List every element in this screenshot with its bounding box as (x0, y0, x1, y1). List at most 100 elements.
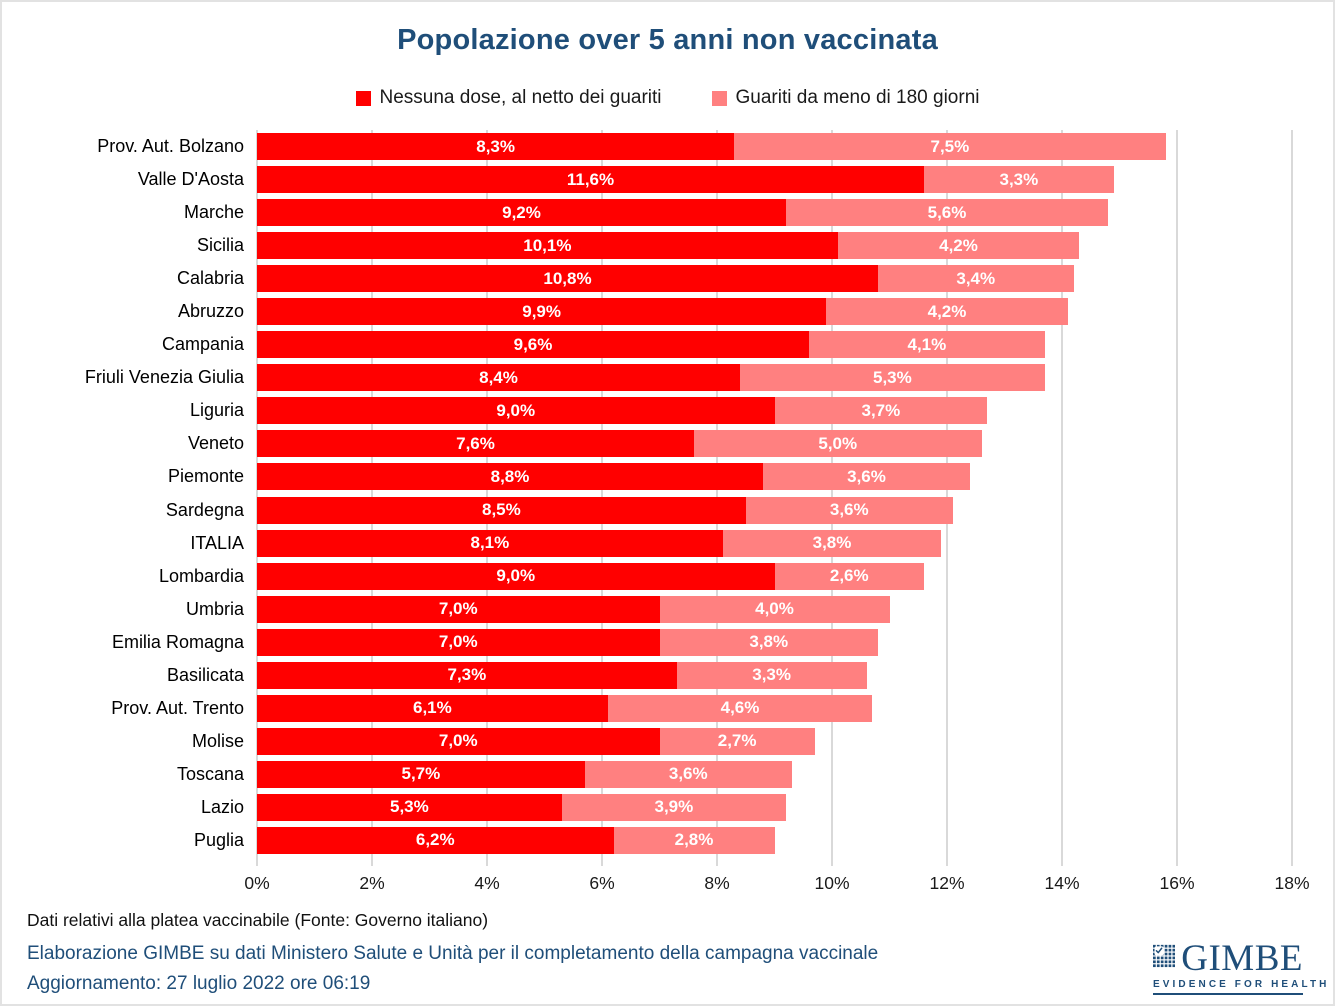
bar-row: Puglia 6,2% 2,8% (194, 826, 1292, 854)
bar-value-label: 3,6% (847, 466, 886, 486)
category-label: Basilicata (166, 664, 244, 685)
bar-segment-no-dose: 8,3% (257, 133, 735, 161)
gimbe-logo-tagline: EVIDENCE FOR HEALTH (1153, 979, 1326, 995)
bar-value-label: 3,9% (654, 797, 694, 817)
bar-row: Veneto 7,6% 5,0% (188, 430, 1292, 458)
category-label: Lazio (200, 796, 244, 817)
bar-row: Emilia Romagna 7,0% 3,8% (112, 628, 1292, 656)
legend-swatch-pink-icon (711, 90, 727, 106)
bar-value-label: 3,3% (999, 169, 1039, 189)
category-label: Puglia (193, 829, 244, 850)
bar-row: ITALIA 8,1% 3,8% (190, 529, 1292, 557)
bar-segment-recovered: 2,7% (659, 727, 815, 755)
legend-swatch-red-icon (355, 90, 371, 106)
bar-row: Umbria 7,0% 4,0% (186, 595, 1292, 623)
bar-segment-recovered: 3,6% (745, 496, 953, 524)
gimbe-logo: GIMBE EVIDENCE FOR HEALTH (1153, 938, 1326, 995)
bar-segment-recovered: 3,7% (774, 397, 988, 425)
bar-value-label: 3,7% (861, 400, 901, 420)
bar-value-label: 7,5% (930, 136, 970, 156)
category-label: ITALIA (190, 532, 244, 553)
legend-label: Nessuna dose, al netto dei guariti (379, 87, 662, 108)
bar-segment-recovered: 2,8% (613, 826, 775, 854)
bar-value-label: 7,3% (447, 665, 487, 685)
bar-value-label: 6,1% (413, 698, 452, 718)
bar-segment-recovered: 3,6% (763, 463, 970, 491)
bar-value-label: 5,3% (390, 797, 429, 817)
bar-value-label: 7,6% (456, 433, 495, 453)
bar-segment-recovered: 4,2% (826, 298, 1068, 326)
x-axis-tick-label: 10% (814, 873, 850, 893)
bar-chart-plot-area: Prov. Aut. Bolzano 8,3% 7,5% Valle D'Aosta 1… (85, 130, 1293, 866)
bar-value-label: 7,0% (438, 731, 478, 751)
x-axis-tick-label: 8% (704, 873, 730, 893)
bar-value-label: 9,0% (496, 566, 536, 586)
bar-value-label: 5,3% (873, 367, 912, 387)
bar-segment-recovered: 5,6% (786, 199, 1108, 227)
bar-value-label: 10,8% (543, 268, 592, 288)
bar-row: Prov. Aut. Trento 6,1% 4,6% (111, 694, 1292, 722)
category-label: Abruzzo (177, 301, 244, 322)
bar-value-label: 2,6% (829, 566, 869, 586)
bar-row: Basilicata 7,3% 3,3% (167, 661, 1292, 689)
bar-value-label: 8,8% (490, 466, 530, 486)
bar-segment-no-dose: 8,8% (257, 463, 763, 491)
bar-segment-no-dose: 7,0% (257, 628, 660, 656)
legend-item-recovered: Guariti da meno di 180 giorni (711, 87, 980, 109)
bar-row: Campania 9,6% 4,1% (162, 331, 1292, 359)
bar-value-label: 9,6% (513, 334, 553, 354)
bar-segment-recovered: 3,3% (676, 661, 867, 689)
bar-row: Liguria 9,0% 3,7% (190, 397, 1292, 425)
bar-segment-recovered: 3,4% (878, 265, 1074, 293)
bar-value-label: 4,2% (927, 301, 967, 321)
x-axis-tick-label: 2% (359, 873, 385, 893)
category-label: Prov. Aut. Trento (111, 697, 244, 718)
bar-segment-no-dose: 11,6% (257, 166, 924, 194)
category-label: Prov. Aut. Bolzano (97, 136, 244, 157)
bar-segment-recovered: 3,6% (584, 760, 792, 788)
bar-value-label: 3,8% (749, 632, 789, 652)
bar-segment-no-dose: 8,4% (257, 364, 740, 392)
category-label: Lombardia (158, 565, 244, 586)
bar-value-label: 3,4% (956, 268, 996, 288)
chart-legend: Nessuna dose, al netto dei guariti Guari… (2, 87, 1333, 109)
elaboration-note: Elaborazione GIMBE su dati Ministero Sal… (27, 943, 879, 964)
bar-value-label: 3,6% (829, 500, 869, 520)
bar-segment-recovered: 4,1% (809, 331, 1045, 359)
bar-value-label: 5,7% (401, 764, 441, 784)
bar-row: Friuli Venezia Giulia 8,4% 5,3% (85, 364, 1292, 392)
bar-segment-no-dose: 10,8% (257, 265, 878, 293)
gridline (1176, 130, 1178, 866)
bar-row: Molise 7,0% 2,7% (192, 727, 1292, 755)
x-axis-tick-label: 16% (1159, 873, 1195, 893)
bar-value-label: 7,0% (438, 599, 478, 619)
bar-row: Toscana 5,7% 3,6% (177, 760, 1292, 788)
bar-segment-no-dose: 6,1% (257, 694, 608, 722)
x-axis: 0% 2% 4% 6% 8% 10% 12% 14% 16% 18% (244, 873, 1309, 897)
bar-segment-recovered: 3,3% (924, 166, 1114, 194)
bar-row: Sardegna 8,5% 3,6% (166, 496, 1292, 524)
bar-value-label: 4,1% (907, 334, 947, 354)
update-note: Aggiornamento: 27 luglio 2022 ore 06:19 (27, 973, 371, 994)
bar-row: Marche 9,2% 5,6% (184, 199, 1292, 227)
category-label: Piemonte (167, 466, 244, 487)
bar-value-label: 8,1% (470, 533, 510, 553)
bar-segment-no-dose: 9,0% (257, 397, 775, 425)
category-label: Campania (161, 334, 244, 355)
x-axis-tick-label: 14% (1044, 873, 1080, 893)
bar-segment-no-dose: 9,6% (257, 331, 809, 359)
bar-segment-recovered: 3,9% (561, 793, 786, 821)
bar-value-label: 3,3% (752, 665, 791, 685)
bar-segment-no-dose: 5,3% (257, 793, 562, 821)
bar-value-label: 4,0% (755, 599, 794, 619)
bar-value-label: 4,2% (939, 235, 978, 255)
category-label: Emilia Romagna (111, 631, 244, 652)
bar-value-label: 2,8% (674, 830, 714, 850)
bar-value-label: 3,6% (668, 764, 708, 784)
bar-segment-recovered: 5,3% (740, 364, 1045, 392)
category-label: Toscana (176, 763, 244, 784)
bar-value-label: 5,6% (927, 202, 967, 222)
bar-row: Sicilia 10,1% 4,2% (197, 232, 1292, 260)
bar-segment-no-dose: 6,2% (257, 826, 614, 854)
